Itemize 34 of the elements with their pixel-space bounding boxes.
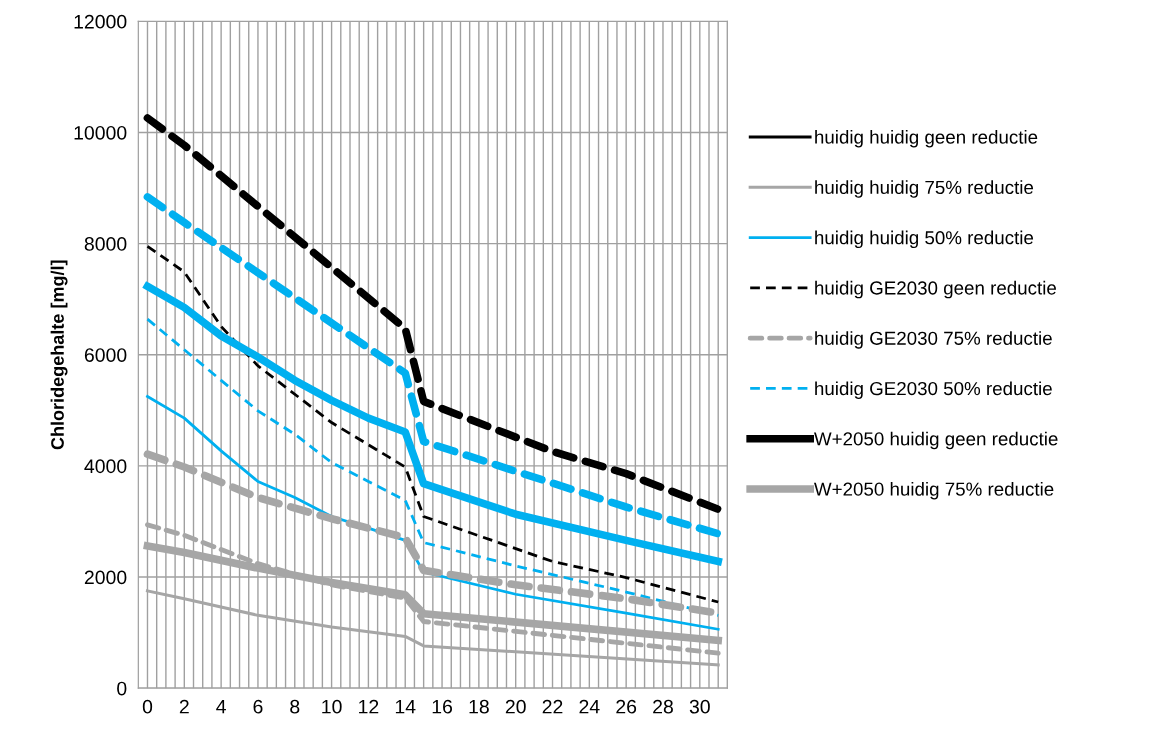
x-tick-label: 16 [432, 699, 453, 714]
y-axis-title: Chloridegehalte [mg/l] [50, 260, 68, 450]
x-tick-label: 0 [142, 699, 153, 714]
legend-label: huidig GE2030 geen reductie [815, 280, 1056, 299]
x-tick-label: 20 [505, 699, 526, 714]
y-tick-label: 2000 [84, 570, 127, 585]
x-tick-label: 22 [542, 699, 563, 714]
legend-label: W+2050 huidig geen reductie [814, 431, 1058, 450]
legend-label: huidig GE2030 50% reductie [815, 381, 1052, 399]
x-tick-label: 8 [290, 699, 300, 714]
y-tick-label: 4000 [84, 459, 127, 474]
x-tick-label: 24 [579, 699, 600, 714]
x-tick-label: 2 [179, 699, 189, 714]
x-tick-label: 10 [322, 699, 342, 714]
legend-label: huidig huidig 50% reductie [815, 230, 1034, 249]
y-tick-label: 0 [117, 681, 127, 696]
x-tick-label: 28 [653, 699, 673, 714]
x-tick-label: 4 [216, 699, 226, 714]
x-tick-label: 12 [359, 699, 379, 714]
y-tick-label: 6000 [84, 348, 127, 362]
x-tick-label: 14 [395, 699, 416, 714]
y-tick-label: 10000 [74, 125, 127, 140]
legend-label: huidig huidig geen reductie [815, 129, 1038, 148]
y-tick-label: 12000 [74, 14, 127, 29]
line-series [146, 317, 720, 617]
legend-label: W+2050 huidig 75% reductie [814, 482, 1054, 500]
y-tick-label: 8000 [84, 237, 127, 251]
x-tick-label: 26 [616, 699, 637, 714]
x-tick-label: 6 [253, 699, 263, 714]
legend-label: huidig huidig 75% reductie [815, 180, 1034, 198]
line-series [146, 245, 720, 604]
legend-label: huidig GE2030 75% reductie [815, 331, 1052, 349]
x-tick-label: 18 [469, 699, 489, 714]
x-tick-label: 30 [689, 699, 710, 714]
